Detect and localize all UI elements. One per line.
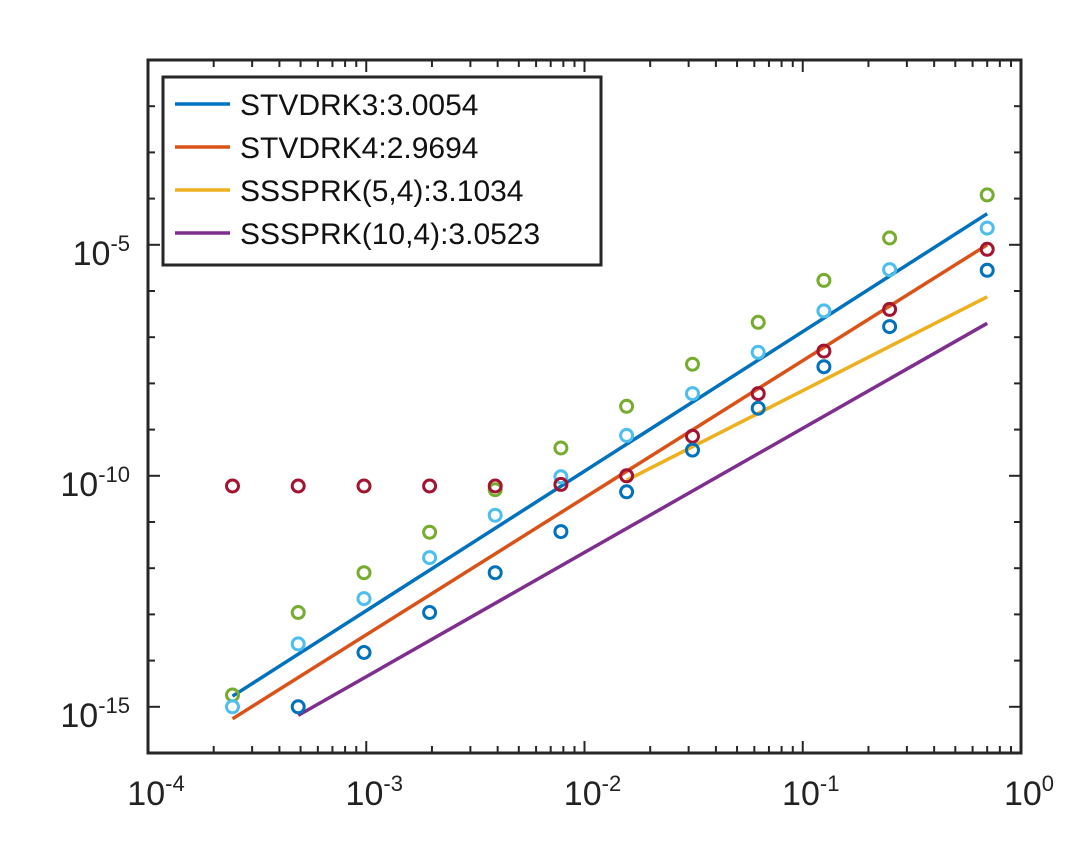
data-point-blue [816,359,832,375]
data-point-blue [979,262,995,278]
data-point-light-blue [816,303,832,319]
legend: STVDRK3:3.0054 STVDRK4:2.9694 SSSPRK(5,4):… [161,75,603,267]
legend-entry-1: STVDRK3:3.0054 [240,89,478,122]
data-point-light-blue [619,427,635,443]
data-point-dark-red [356,478,372,494]
legend-box [161,75,603,267]
data-point-dark-red [487,478,503,494]
data-point-blue [487,565,503,581]
y-tick-label: 10-15 [60,693,130,735]
data-point-light-blue [685,386,700,402]
marker-layer [225,187,995,715]
y-tick-label: 10-10 [60,462,130,504]
tick-label-layer: 10-4 10-3 10-2 10-1 100 10-15 10-10 10-5 [60,231,1054,813]
data-point-green [422,524,438,540]
data-point-blue [619,484,635,500]
data-point-dark-red [422,478,438,494]
legend-entry-2: STVDRK4:2.9694 [240,132,478,165]
data-point-green [290,605,306,620]
data-point-blue [290,699,306,715]
data-point-light-blue [290,636,306,652]
data-point-blue [553,524,569,540]
data-point-dark-red [685,428,700,444]
data-point-dark-red [882,301,898,317]
data-point-green [553,440,569,456]
series-line-4 [297,321,989,717]
data-point-blue [422,605,438,620]
data-point-dark-red [750,386,766,402]
data-point-light-blue [979,220,995,236]
data-point-green [750,314,766,330]
data-point-green [619,398,635,414]
data-point-blue [882,319,898,335]
data-point-light-blue [882,262,898,278]
x-tick-label: 10-3 [346,771,403,813]
data-point-dark-red [225,478,240,494]
data-point-green [685,356,700,372]
data-point-green [979,187,995,203]
data-point-blue [685,442,700,458]
data-point-light-blue [487,507,503,523]
data-point-blue [356,645,372,660]
data-point-dark-red [553,476,569,492]
data-point-dark-red [979,241,995,257]
data-point-light-blue [225,699,240,715]
series-line-2 [231,243,989,721]
legend-entry-3: SSSPRK(5,4):3.1034 [240,175,524,208]
y-tick-label: 10-5 [73,231,130,273]
data-point-dark-red [290,478,306,494]
x-tick-label: 10-4 [127,771,184,813]
data-point-dark-red [816,343,832,359]
data-point-blue [750,400,766,416]
data-point-light-blue [553,469,569,485]
axes-box [146,58,1023,755]
data-point-green [356,565,372,581]
data-point-light-blue [750,344,766,360]
data-point-light-blue [356,591,372,607]
legend-entry-4: SSSPRK(10,4):3.0523 [240,218,540,251]
data-point-dark-red [619,468,635,484]
data-point-light-blue [422,550,438,566]
x-tick-label: 100 [1004,771,1054,813]
x-tick-label: 10-1 [782,771,839,813]
data-point-green [882,230,898,246]
series-line-1 [231,212,989,698]
data-point-green [816,272,832,288]
x-tick-label: 10-2 [564,771,621,813]
